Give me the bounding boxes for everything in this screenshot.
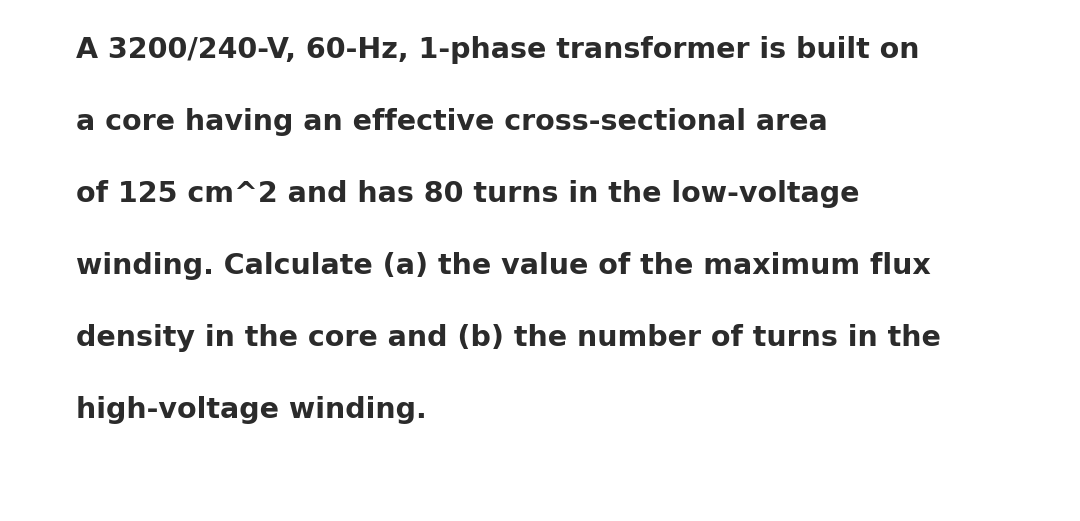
Text: a core having an effective cross-sectional area: a core having an effective cross-section… — [76, 108, 827, 137]
Text: density in the core and (b) the number of turns in the: density in the core and (b) the number o… — [76, 324, 941, 352]
Text: A 3200/240-V, 60-Hz, 1-phase transformer is built on: A 3200/240-V, 60-Hz, 1-phase transformer… — [76, 36, 919, 65]
Text: winding. Calculate (a) the value of the maximum flux: winding. Calculate (a) the value of the … — [76, 252, 930, 280]
Text: of 125 cm^2 and has 80 turns in the low-voltage: of 125 cm^2 and has 80 turns in the low-… — [76, 180, 859, 208]
Text: high-voltage winding.: high-voltage winding. — [76, 396, 427, 424]
